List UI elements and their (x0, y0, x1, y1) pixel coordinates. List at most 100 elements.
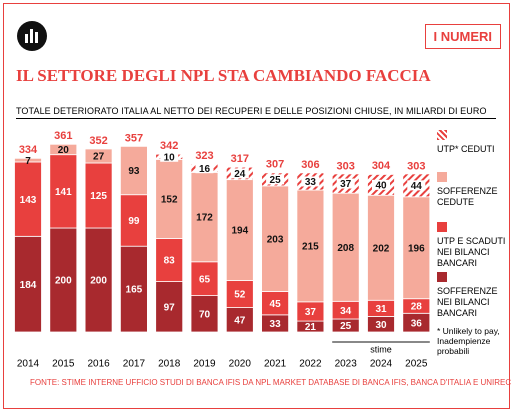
x-tick-label: 2016 (87, 359, 110, 370)
segment-label: 30 (375, 320, 387, 331)
frame (3, 3, 510, 409)
bar-segment (84, 148, 113, 164)
segment-label: 34 (340, 306, 352, 317)
label-bg (372, 179, 390, 190)
bar-segment (49, 227, 78, 333)
label-bg (195, 163, 214, 174)
bar-segment (14, 157, 42, 163)
label-bg (336, 178, 355, 189)
bar-segment (49, 154, 78, 229)
segment-label: 21 (305, 322, 317, 333)
segment-label: 16 (199, 164, 211, 175)
segment-label: 33 (270, 319, 282, 330)
legend-swatch (437, 130, 447, 140)
bar-segment (190, 261, 219, 296)
segment-label: 125 (90, 191, 107, 202)
segment-label: 47 (234, 315, 246, 326)
bar-segment (261, 185, 290, 292)
segment-label: 25 (270, 175, 282, 186)
segment-label: 37 (340, 179, 352, 190)
total-label: 303 (407, 160, 425, 172)
bar-segment (120, 194, 148, 247)
segment-label: 200 (55, 276, 72, 287)
segment-label: 194 (231, 226, 248, 237)
segment-label: 7 (25, 156, 31, 167)
source: FONTE: STIME INTERNE UFFICIO STUDI DI BA… (30, 378, 512, 387)
legend-label: UTP E SCADUTI NEI BILANCI BANCARI (437, 236, 506, 268)
segment-label: 45 (270, 299, 282, 310)
badge: I NUMERI (424, 24, 501, 49)
bar-segment (155, 281, 184, 333)
segment-label: 141 (55, 187, 72, 198)
segment-label: 37 (305, 307, 317, 318)
logo-bar (30, 29, 33, 43)
segment-label: 172 (196, 213, 213, 224)
note: * Unlikely to pay, Inadempienze probabil… (437, 326, 500, 356)
estimate-label: stime (370, 344, 392, 354)
segment-label: 93 (128, 166, 140, 177)
segment-label: 200 (90, 276, 107, 287)
bar-segment (84, 162, 113, 229)
legend-item: SOFFERENZE NEI BILANCI BANCARI (437, 272, 509, 319)
x-tick-label: 2018 (158, 359, 181, 370)
total-label: 306 (301, 159, 319, 171)
total-label: 357 (125, 132, 143, 144)
label-bg (160, 151, 179, 162)
total-label: 323 (195, 150, 213, 162)
x-tick-label: 2021 (264, 359, 287, 370)
segment-label: 33 (305, 177, 317, 188)
legend-label: SOFFERENZE NEI BILANCI BANCARI (437, 286, 498, 318)
segment-label: 215 (302, 242, 319, 253)
x-tick-label: 2020 (229, 359, 252, 370)
bar-segment (155, 237, 184, 282)
x-tick-label: 2024 (370, 359, 393, 370)
legend-item: SOFFERENZE CEDUTE (437, 172, 509, 208)
total-label: 307 (266, 158, 284, 170)
segment-label: 31 (375, 304, 387, 315)
x-tick-label: 2014 (17, 359, 40, 370)
bar-segment (14, 235, 42, 333)
total-label: 304 (372, 160, 391, 172)
x-tick-label: 2022 (299, 359, 322, 370)
segment-label: 99 (128, 216, 140, 227)
segment-label: 36 (411, 318, 423, 329)
label-bg (301, 176, 320, 187)
segment-label: 10 (164, 152, 176, 163)
x-tick-label: 2015 (52, 359, 75, 370)
logo-bar (25, 34, 28, 43)
segment-label: 83 (164, 256, 176, 267)
x-tick-label: 2019 (193, 359, 216, 370)
legend-label: SOFFERENZE CEDUTE (437, 186, 498, 207)
x-tick-label: 2023 (335, 359, 358, 370)
segment-label: 184 (20, 280, 37, 291)
x-tick-label: 2025 (405, 359, 428, 370)
bar-segment (296, 189, 325, 303)
total-label: 342 (160, 140, 178, 152)
legend-swatch (437, 272, 447, 282)
bar-segment (49, 143, 78, 156)
segment-label: 65 (199, 274, 211, 285)
bar-segment (120, 245, 148, 333)
bar-segment (225, 179, 254, 281)
bar-segment (402, 196, 431, 300)
legend-swatch (437, 222, 447, 232)
bar-segment (120, 145, 148, 196)
segment-label: 40 (375, 180, 387, 191)
bar-segment (225, 307, 254, 333)
label-bg (230, 168, 249, 179)
bar-segment (225, 280, 254, 308)
segment-label: 24 (234, 169, 246, 180)
segment-label: 27 (93, 152, 105, 163)
segment-label: 208 (337, 243, 354, 254)
legend-swatch (437, 172, 447, 182)
segment-label: 196 (408, 243, 425, 254)
total-label: 361 (54, 130, 72, 142)
bar-segment (190, 171, 219, 263)
segment-label: 143 (20, 195, 37, 206)
segment-label: 44 (411, 181, 423, 192)
total-label: 303 (337, 160, 355, 172)
segment-label: 20 (58, 145, 70, 156)
segment-label: 28 (411, 302, 423, 313)
